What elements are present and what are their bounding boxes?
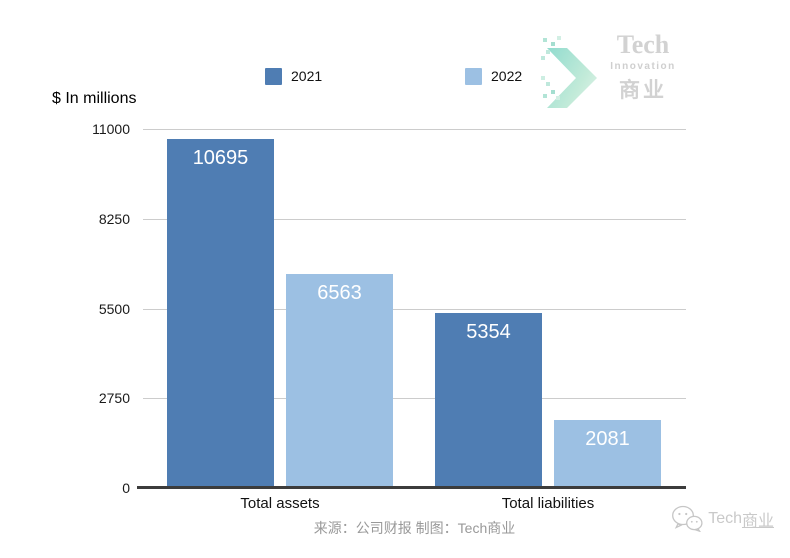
legend-item-2021: 2021 [265,67,322,85]
bar-value-label: 10695 [192,147,249,169]
bar-2022-total-liabilities: 2081 [554,420,661,488]
y-tick-8250: 8250 [98,211,130,227]
y-axis-title: $ In millions [52,90,137,107]
plot-area: 10695 6563 5354 2081 [137,129,686,489]
gridline-11000 [143,129,686,130]
y-tick-2750: 2750 [98,390,130,406]
brand-logo: Tech Innovation 商业 [543,30,695,112]
wechat-name-en: Tech [708,509,742,527]
bar-value-label: 5354 [466,321,511,343]
bar-2022-total-assets: 6563 [286,274,393,488]
legend-label: 2021 [291,68,323,84]
wechat-name-cn: 商业 [741,512,774,530]
logo-text-en: Tech [616,30,670,59]
y-tick-0: 0 [122,480,130,496]
logo-text-sub: Innovation [610,61,676,72]
bar-2021-total-liabilities: 5354 [435,313,542,488]
wechat-watermark: Tech 商业 [671,505,774,532]
x-axis-line [137,486,686,489]
logo-dots-decoration [543,38,547,42]
y-axis-ticks: 0 2750 5500 8250 11000 [0,121,130,496]
logo-text: Tech Innovation 商业 [597,32,689,104]
bar-value-label: 6563 [317,282,362,304]
gridline-2750 [143,398,686,399]
x-axis-labels: Total assets Total liabilities [143,495,686,515]
wechat-icon [672,505,703,532]
legend-swatch-icon [465,67,482,85]
legend-label: 2022 [491,68,523,84]
legend-item-2022: 2022 [465,67,522,85]
x-category-label-total-assets: Total assets [240,495,320,512]
legend-swatch-icon [265,67,282,85]
logo-dots-decoration [543,94,547,98]
bar-2021-total-assets: 10695 [167,139,274,488]
source-note: 来源：公司财报 制图：Tech商业 [313,520,516,536]
bar-value-label: 2081 [585,428,630,450]
logo-text-cn: 商业 [619,79,667,102]
gridline-8250 [143,219,686,220]
x-category-label-total-liabilities: Total liabilities [501,495,595,512]
y-tick-5500: 5500 [98,301,130,317]
y-tick-11000: 11000 [92,121,130,137]
logo-chevron-icon [547,48,597,108]
gridline-5500 [143,309,686,310]
